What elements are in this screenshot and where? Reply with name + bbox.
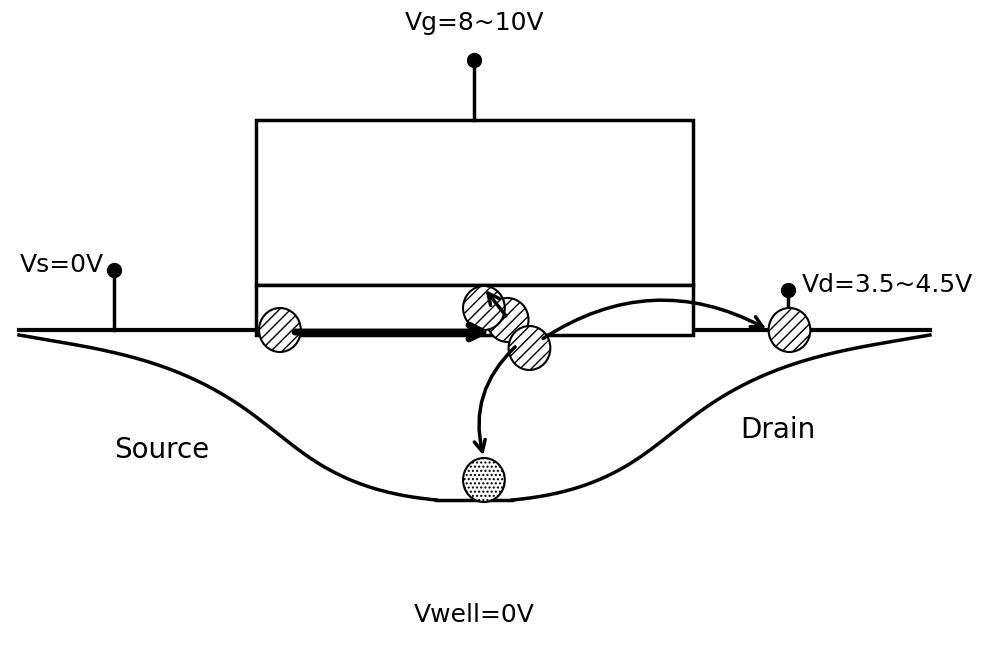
Bar — [256, 120, 693, 285]
Ellipse shape — [509, 326, 550, 370]
Text: Vs=0V: Vs=0V — [20, 253, 104, 277]
Ellipse shape — [259, 308, 301, 352]
Text: Drain: Drain — [740, 416, 816, 444]
Text: Vwell=0V: Vwell=0V — [414, 603, 535, 627]
Ellipse shape — [463, 286, 505, 330]
Text: Source: Source — [114, 436, 209, 464]
Text: Vg=8~10V: Vg=8~10V — [405, 11, 544, 35]
Bar — [256, 285, 693, 335]
Text: Vd=3.5~4.5V: Vd=3.5~4.5V — [802, 273, 973, 297]
Ellipse shape — [463, 458, 505, 502]
Ellipse shape — [487, 298, 529, 342]
Ellipse shape — [769, 308, 810, 352]
